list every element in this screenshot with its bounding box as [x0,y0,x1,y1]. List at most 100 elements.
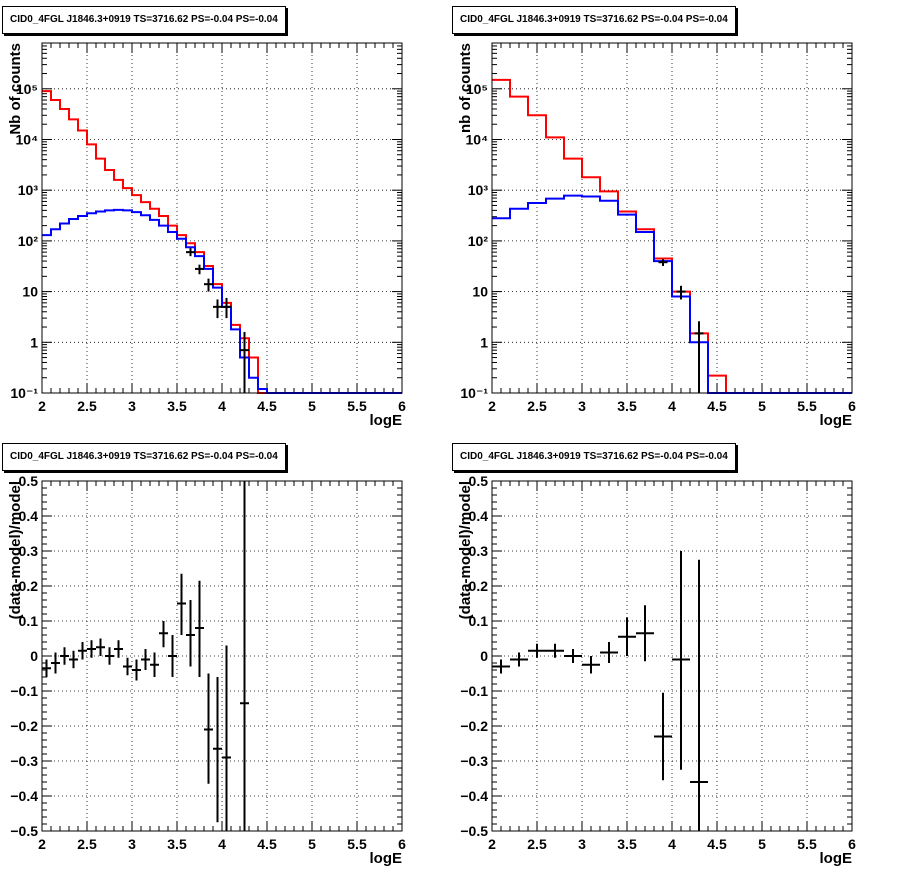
y-tick-label: −0.1 [460,683,488,699]
data-point [240,481,249,831]
y-tick-label: 0.1 [469,613,489,629]
data-point [195,264,204,275]
y-tick-label: 10⁵ [466,81,488,97]
data-point [492,659,510,674]
y-tick-label: 10² [18,233,39,249]
x-tick-label: 4 [668,836,676,852]
chart-panel-2: 2 2.5 3 3.5 4 4.5 5 5.5 6 10⁻¹ 1 10 10² 10³ 10⁴ 10⁵ logE… [457,42,856,429]
x-tick-label: 2.5 [527,836,547,852]
x-tick-label: 6 [848,398,856,414]
data-point [618,617,636,656]
data-point [87,640,96,658]
model-histogram [492,78,852,394]
y-tick-label: −0.5 [460,823,488,839]
title-box-top-right: CID0_4FGL J1846.3+0919 TS=3716.62 PS=-0.… [452,6,736,34]
y-tick-label: 0.5 [19,473,39,489]
y-tick-label: −0.4 [10,788,38,804]
data-point [186,600,195,667]
y-tick-label: 0 [30,648,38,664]
x-tick-label: 3 [128,836,136,852]
plot-title: CID0_4FGL J1846.3+0919 TS=3716.62 PS=-0.… [10,451,278,462]
data-point [195,580,204,677]
data-point [672,551,690,770]
y-tick-label: 0.4 [469,508,489,524]
chart-panel-3: 2 2.5 3 3.5 4 4.5 5 5.5 6 −0.5 −0.4 −0.3 −0.2 −0.1 0 0.… [7,473,406,867]
y-tick-label: 10⁻¹ [460,385,488,401]
data-point [582,656,600,674]
data-point [690,559,708,831]
y-tick-label: 0.1 [19,613,39,629]
x-axis-label: logE [820,412,853,429]
plot-title: CID0_4FGL J1846.3+0919 TS=3716.62 PS=-0.… [460,14,728,25]
x-tick-label: 5.5 [347,398,367,414]
data-point [105,647,114,665]
data-point [213,299,222,319]
data-point [150,652,159,677]
x-tick-label: 6 [398,836,406,852]
y-tick-label: 10 [22,284,38,300]
y-axis-label: nb of counts [457,43,474,133]
plot-frame [491,480,853,832]
data-point [676,285,686,300]
data-point [694,321,704,393]
data-point [564,649,582,663]
y-tick-label: 0.5 [469,473,489,489]
y-tick-label: 0.2 [469,578,489,594]
x-tick-label: 2.5 [527,398,547,414]
y-axis-label: Nb of counts [7,43,24,135]
data-point [51,652,60,674]
data-point [159,621,168,648]
data-point [510,652,528,667]
x-tick-label: 3 [578,836,586,852]
x-tick-label: 3 [578,398,586,414]
data-point [114,640,123,658]
x-tick-label: 6 [398,398,406,414]
plot-frame [491,42,853,394]
x-tick-label: 3.5 [617,398,637,414]
chart-panel-1: 2 2.5 3 3.5 4 4.5 5 5.5 6 10⁻¹ 1 10 10² 10³ 10⁴ 10⁵ logE… [7,42,406,429]
x-tick-label: 2 [38,398,46,414]
data-point [168,635,177,677]
plot-title: CID0_4FGL J1846.3+0919 TS=3716.62 PS=-0.… [10,14,278,25]
x-tick-label: 5.5 [347,836,367,852]
y-tick-label: −0.2 [460,718,488,734]
x-tick-label: 5 [758,398,766,414]
x-tick-label: 4.5 [707,398,727,414]
y-tick-label: −0.3 [10,753,38,769]
plot-frame [41,480,403,832]
y-axis-label: (data-model)/model [7,481,24,619]
x-tick-label: 2 [38,836,46,852]
y-tick-label: 1 [480,334,488,350]
x-tick-label: 5 [308,398,316,414]
y-tick-label: 10³ [18,182,39,198]
data-point [636,605,654,662]
x-tick-label: 3.5 [167,836,187,852]
x-axis-label: logE [370,850,403,867]
source-histogram [42,208,402,394]
data-point [654,692,672,781]
data-point [222,297,231,319]
data-point [78,642,87,660]
title-box-bottom-left: CID0_4FGL J1846.3+0919 TS=3716.62 PS=-0.… [2,443,286,471]
x-tick-label: 3.5 [617,836,637,852]
plot-title: CID0_4FGL J1846.3+0919 TS=3716.62 PS=-0.… [460,451,728,462]
data-point [658,258,668,266]
y-tick-label: −0.2 [10,718,38,734]
x-tick-label: 5 [308,836,316,852]
x-tick-label: 3 [128,398,136,414]
y-tick-label: 10⁴ [466,131,489,147]
x-tick-label: 2 [488,398,496,414]
data-point [222,645,231,831]
y-axis-label: (data-model)/model [457,481,474,619]
plot-frame [41,42,403,394]
data-point [42,659,51,677]
data-point [240,331,249,393]
x-tick-label: 2 [488,836,496,852]
y-tick-label: 10⁴ [16,131,39,147]
x-tick-label: 5.5 [797,836,817,852]
data-point [213,677,222,823]
data-point [123,657,132,676]
data-point [204,673,213,784]
y-tick-label: 10² [468,233,489,249]
